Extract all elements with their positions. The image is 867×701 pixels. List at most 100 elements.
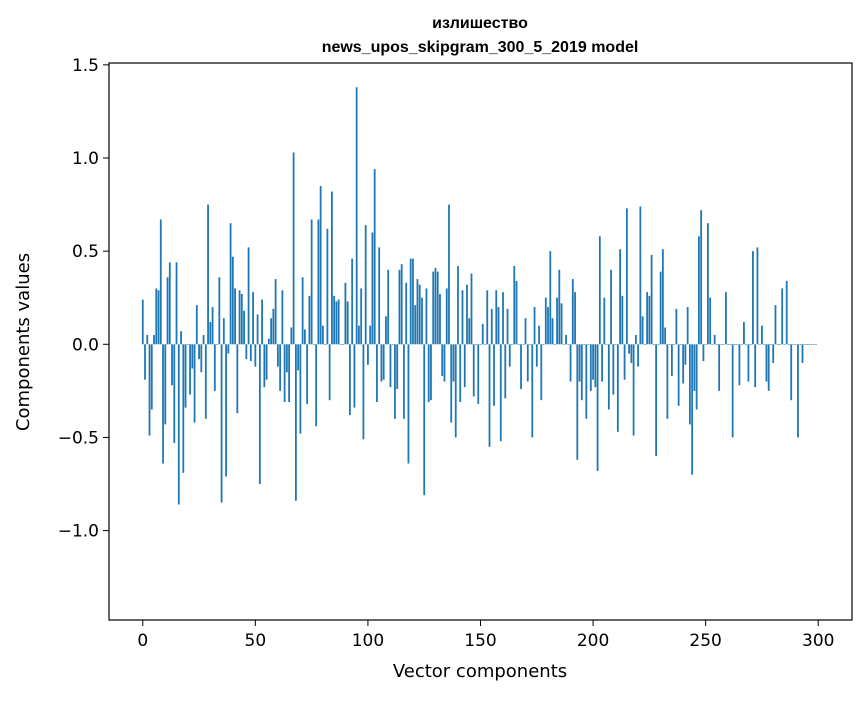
bar xyxy=(639,206,642,345)
bar xyxy=(279,344,282,391)
bar xyxy=(353,344,356,408)
bar xyxy=(186,344,189,345)
bar xyxy=(743,321,745,345)
bar xyxy=(182,344,185,473)
bar xyxy=(423,344,426,496)
bar xyxy=(675,308,678,345)
bar xyxy=(288,344,291,403)
bar xyxy=(319,185,322,345)
bar xyxy=(729,344,732,345)
bar xyxy=(682,344,685,384)
bar xyxy=(738,344,741,386)
bar xyxy=(725,292,727,345)
bar xyxy=(652,344,655,345)
bar xyxy=(236,344,239,414)
x-tick-label: 300 xyxy=(802,631,834,651)
bar xyxy=(436,271,439,345)
bar xyxy=(592,344,594,380)
bar xyxy=(439,294,441,345)
bar xyxy=(261,299,263,345)
bar xyxy=(292,152,295,345)
bar xyxy=(815,344,817,345)
bar xyxy=(693,344,696,391)
bar xyxy=(335,301,338,345)
bar xyxy=(691,344,694,475)
bar xyxy=(265,344,268,380)
bar xyxy=(297,344,300,371)
bar xyxy=(553,344,556,345)
bar xyxy=(450,344,453,423)
bar xyxy=(623,344,626,380)
bar xyxy=(603,297,606,345)
bar xyxy=(752,251,754,345)
bar xyxy=(367,344,369,365)
bar xyxy=(398,269,401,345)
bar xyxy=(416,279,419,345)
bar xyxy=(535,344,538,367)
bar xyxy=(558,269,561,345)
bar xyxy=(526,344,529,382)
bar xyxy=(619,249,621,345)
bar xyxy=(709,297,712,345)
x-tick-label: 100 xyxy=(352,631,384,651)
bar xyxy=(425,288,428,345)
bar xyxy=(389,344,392,388)
bar xyxy=(409,258,412,345)
bar xyxy=(267,338,270,345)
bar xyxy=(490,308,493,345)
x-axis-label: Vector components xyxy=(393,661,567,682)
bar xyxy=(544,297,547,345)
bar xyxy=(598,236,601,345)
bar xyxy=(707,223,709,345)
bar xyxy=(720,344,723,345)
bar xyxy=(231,256,234,345)
bar xyxy=(547,307,549,345)
bar xyxy=(560,303,563,345)
bar xyxy=(175,262,178,345)
bar xyxy=(463,344,466,388)
bar xyxy=(538,325,540,345)
bar xyxy=(576,344,579,460)
bar xyxy=(220,344,223,503)
bar xyxy=(209,321,212,345)
bar xyxy=(243,310,245,345)
bar xyxy=(454,344,457,438)
bar xyxy=(159,219,162,345)
bar xyxy=(632,344,635,436)
bar xyxy=(247,247,250,345)
bar xyxy=(506,308,509,345)
bar xyxy=(524,318,527,345)
bar xyxy=(270,318,273,345)
bar xyxy=(673,344,676,345)
bar xyxy=(722,344,725,345)
bar xyxy=(306,344,309,404)
bars-layer xyxy=(141,87,817,505)
bar xyxy=(400,264,403,345)
bar xyxy=(761,325,763,345)
bar xyxy=(180,331,182,345)
bar xyxy=(162,344,164,464)
bar xyxy=(517,344,520,345)
bar xyxy=(792,344,795,345)
bar xyxy=(276,344,279,367)
bar xyxy=(625,208,628,345)
chart-title: излишество xyxy=(432,15,528,32)
bar xyxy=(396,344,399,389)
y-tick-label: 0.5 xyxy=(72,242,99,262)
bar xyxy=(328,344,331,401)
bar xyxy=(412,258,414,345)
bar xyxy=(472,344,475,397)
bar xyxy=(349,344,351,416)
bar xyxy=(258,344,261,485)
bar xyxy=(326,228,329,345)
bar xyxy=(747,344,750,382)
x-tick-label: 150 xyxy=(464,631,496,651)
bar xyxy=(686,307,689,345)
x-tick-label: 50 xyxy=(245,631,267,651)
bar xyxy=(254,344,257,367)
bar xyxy=(385,316,387,345)
bar xyxy=(810,344,813,345)
bar xyxy=(378,247,381,345)
bar xyxy=(616,344,619,432)
